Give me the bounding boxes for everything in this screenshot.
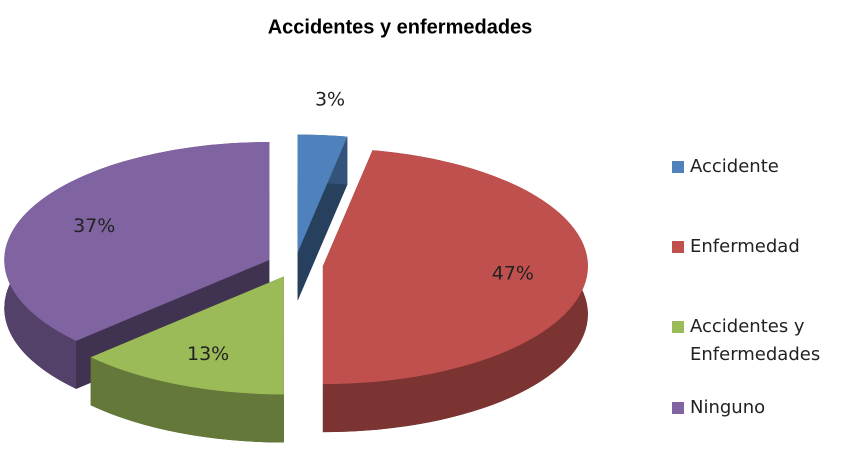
slice bbox=[297, 134, 348, 253]
legend-swatch bbox=[672, 402, 684, 414]
chart-title: Accidentes y enfermedades bbox=[268, 16, 533, 38]
data-label: 3% bbox=[315, 88, 345, 110]
legend-item: Enfermedad bbox=[672, 233, 847, 261]
legend-item: Accidente bbox=[672, 153, 847, 181]
slice bbox=[322, 150, 588, 385]
data-label: 37% bbox=[73, 215, 115, 237]
legend-label: Accidentes y Enfermedades bbox=[690, 316, 821, 365]
data-label: 13% bbox=[187, 343, 229, 365]
legend-item: Ninguno bbox=[672, 394, 847, 422]
legend-label: Ninguno bbox=[690, 397, 766, 418]
slice-side bbox=[90, 357, 284, 443]
legend-label: Enfermedad bbox=[690, 236, 800, 257]
slice bbox=[90, 276, 284, 395]
legend-swatch bbox=[672, 161, 684, 173]
slice bbox=[4, 142, 270, 341]
legend-item: Accidentes y Enfermedades bbox=[672, 313, 847, 369]
legend-swatch bbox=[672, 321, 684, 333]
data-label: 47% bbox=[492, 263, 534, 285]
legend-swatch bbox=[672, 241, 684, 253]
legend-label: Accidente bbox=[690, 156, 779, 177]
